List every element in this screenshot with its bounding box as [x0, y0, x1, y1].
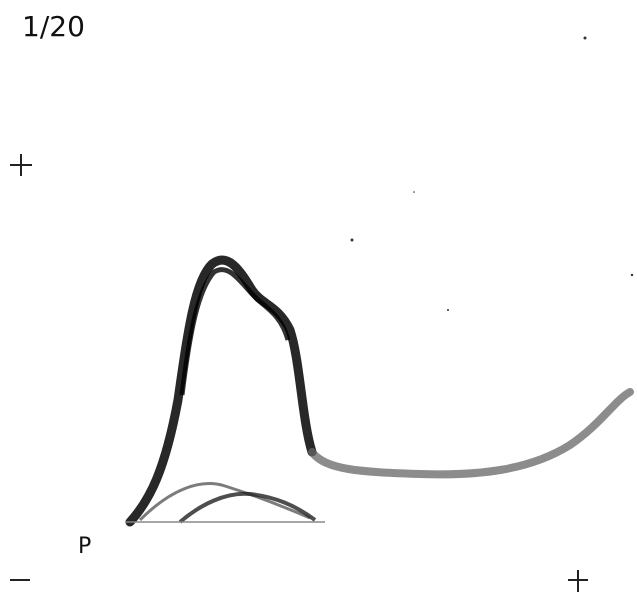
peak-core [179, 267, 291, 396]
tail-trace [308, 388, 634, 479]
marker-label: P [78, 534, 92, 559]
specks [350, 36, 634, 311]
hump-2 [178, 491, 317, 524]
hump-1 [138, 482, 311, 522]
registration-marks [10, 154, 588, 592]
figure-label: 1/20 [22, 10, 85, 43]
peak-trace [125, 255, 317, 527]
